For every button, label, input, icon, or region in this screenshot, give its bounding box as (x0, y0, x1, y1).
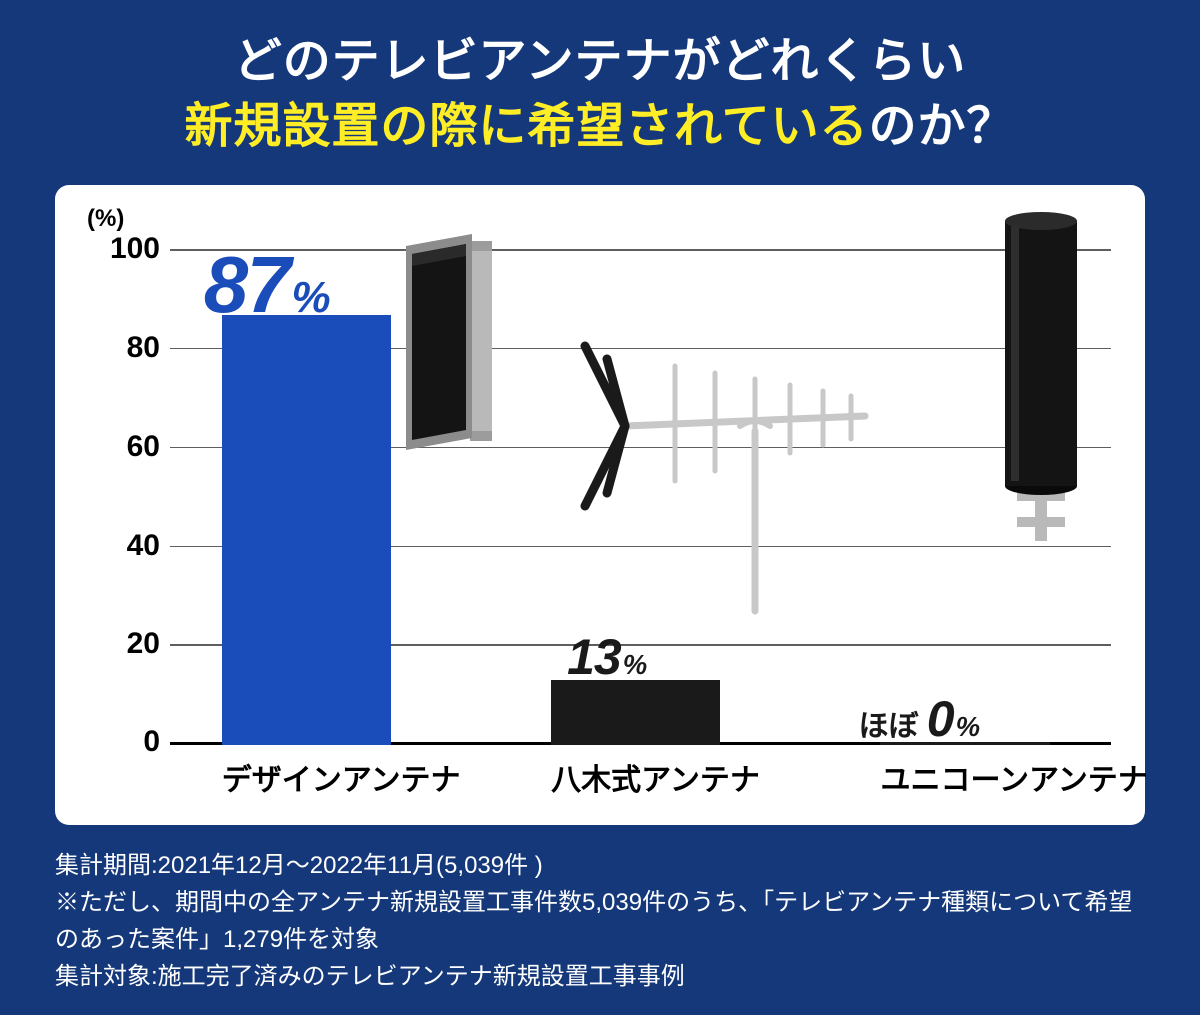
page-title: どのテレビアンテナがどれくらい 新規設置の際に希望されているのか？ (55, 30, 1145, 160)
footer-line2: ※ただし、期間中の全アンテナ新規設置工事件数5,039件のうち、「テレビアンテナ… (55, 884, 1145, 958)
cat-label-unicorn: ユニコーンアンテナ (880, 755, 1049, 799)
yagi-antenna-icon (565, 311, 905, 621)
ytick-100: 100 (100, 232, 160, 266)
title-tail: のか？ (869, 100, 1016, 153)
bar-yagi-antenna: 13% 八木式アンテナ (551, 680, 720, 744)
title-line1: どのテレビアンテナがどれくらい (234, 35, 966, 88)
unicorn-antenna-icon (981, 201, 1101, 571)
infographic-root: どのテレビアンテナがどれくらい 新規設置の際に希望されているのか？ (%) 10… (0, 0, 1200, 1015)
ytick-40: 40 (100, 529, 160, 563)
ytick-80: 80 (100, 331, 160, 365)
value-label-87: 87% (204, 239, 331, 331)
cat-label-design: デザインアンテナ (222, 755, 391, 799)
ytick-60: 60 (100, 430, 160, 464)
design-antenna-icon (386, 216, 526, 466)
cat-label-yagi: 八木式アンテナ (551, 755, 720, 799)
value-label-13: 13% (567, 628, 647, 686)
footer-line3: 集計対象:施工完了済みのテレビアンテナ新規設置工事事例 (55, 958, 1145, 995)
ytick-20: 20 (100, 627, 160, 661)
ytick-0: 0 (100, 725, 160, 759)
y-axis-unit: (%) (87, 205, 124, 233)
value-label-0: ほぼ 0% (858, 690, 980, 748)
plot-area: 100 80 60 40 20 0 87% デザインアンテナ 13% 八木式アン… (170, 251, 1111, 745)
bar-design-antenna: 87% デザインアンテナ (222, 315, 391, 745)
title-highlight: 新規設置の際に希望されている (185, 100, 869, 153)
bar-unicorn-antenna: ほぼ 0% ユニコーンアンテナ (880, 742, 1049, 745)
footer-line1: 集計期間:2021年12月～2022年11月(5,039件 ) (55, 847, 1145, 884)
chart-panel: (%) 100 80 60 40 20 0 87% デザインアンテナ 13% 八… (55, 185, 1145, 825)
footer-notes: 集計期間:2021年12月～2022年11月(5,039件 ) ※ただし、期間中… (55, 847, 1145, 996)
